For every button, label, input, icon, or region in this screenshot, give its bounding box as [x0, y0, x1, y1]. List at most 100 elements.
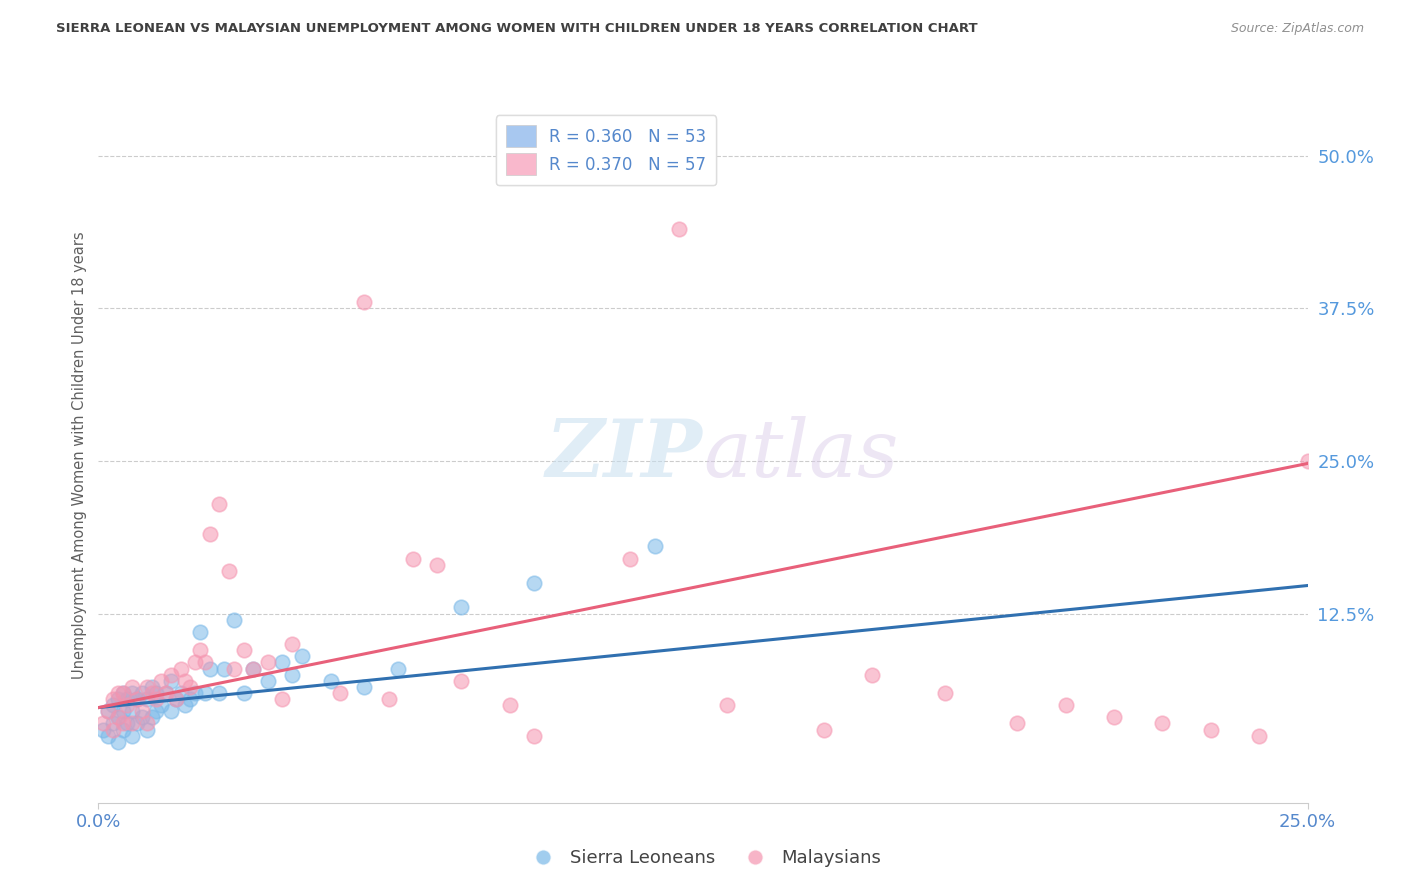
Point — [101, 723, 124, 737]
Point — [150, 698, 173, 713]
Point — [523, 576, 546, 591]
Point — [111, 723, 134, 737]
Point — [668, 222, 690, 236]
Point — [619, 551, 641, 566]
Text: ZIP: ZIP — [546, 417, 703, 493]
Point — [934, 686, 956, 700]
Point — [91, 716, 114, 731]
Point — [121, 704, 143, 718]
Point — [97, 704, 120, 718]
Point — [188, 643, 211, 657]
Point — [131, 704, 153, 718]
Point — [117, 698, 139, 713]
Point — [208, 686, 231, 700]
Point — [101, 716, 124, 731]
Point — [174, 698, 197, 713]
Legend: R = 0.360   N = 53, R = 0.370   N = 57: R = 0.360 N = 53, R = 0.370 N = 57 — [496, 115, 717, 185]
Point — [121, 729, 143, 743]
Point — [121, 686, 143, 700]
Point — [194, 686, 217, 700]
Point — [127, 692, 149, 706]
Point — [1249, 729, 1271, 743]
Point — [135, 716, 157, 731]
Point — [271, 656, 294, 670]
Point — [141, 710, 163, 724]
Point — [117, 716, 139, 731]
Point — [232, 686, 254, 700]
Point — [127, 716, 149, 731]
Point — [813, 723, 835, 737]
Point — [218, 564, 240, 578]
Point — [121, 716, 143, 731]
Point — [198, 661, 221, 675]
Legend: Sierra Leoneans, Malaysians: Sierra Leoneans, Malaysians — [517, 842, 889, 874]
Point — [160, 704, 183, 718]
Point — [242, 661, 264, 675]
Point — [1054, 698, 1077, 713]
Point — [91, 723, 114, 737]
Point — [107, 692, 129, 706]
Point — [1152, 716, 1174, 731]
Point — [256, 656, 278, 670]
Point — [169, 661, 191, 675]
Point — [281, 637, 304, 651]
Point — [426, 558, 449, 572]
Y-axis label: Unemployment Among Women with Children Under 18 years: Unemployment Among Women with Children U… — [72, 231, 87, 679]
Point — [387, 661, 409, 675]
Point — [319, 673, 342, 688]
Point — [127, 692, 149, 706]
Point — [155, 686, 177, 700]
Point — [135, 723, 157, 737]
Point — [111, 716, 134, 731]
Point — [165, 692, 187, 706]
Point — [716, 698, 738, 713]
Point — [256, 673, 278, 688]
Point — [165, 692, 187, 706]
Point — [145, 692, 167, 706]
Point — [97, 729, 120, 743]
Point — [212, 661, 235, 675]
Point — [141, 680, 163, 694]
Point — [329, 686, 352, 700]
Point — [1296, 454, 1319, 468]
Point — [402, 551, 425, 566]
Point — [353, 680, 375, 694]
Point — [242, 661, 264, 675]
Point — [107, 710, 129, 724]
Point — [184, 656, 207, 670]
Point — [107, 710, 129, 724]
Point — [111, 686, 134, 700]
Point — [135, 680, 157, 694]
Point — [145, 686, 167, 700]
Point — [184, 686, 207, 700]
Point — [198, 527, 221, 541]
Point — [498, 698, 520, 713]
Point — [101, 692, 124, 706]
Point — [135, 692, 157, 706]
Point — [117, 692, 139, 706]
Point — [290, 649, 312, 664]
Point — [644, 540, 666, 554]
Point — [150, 673, 173, 688]
Point — [145, 704, 167, 718]
Point — [101, 698, 124, 713]
Point — [208, 497, 231, 511]
Point — [1199, 723, 1222, 737]
Point — [222, 661, 245, 675]
Point — [271, 692, 294, 706]
Point — [232, 643, 254, 657]
Point — [450, 673, 472, 688]
Point — [131, 686, 153, 700]
Point — [1007, 716, 1029, 731]
Point — [131, 710, 153, 724]
Point — [160, 673, 183, 688]
Text: SIERRA LEONEAN VS MALAYSIAN UNEMPLOYMENT AMONG WOMEN WITH CHILDREN UNDER 18 YEAR: SIERRA LEONEAN VS MALAYSIAN UNEMPLOYMENT… — [56, 22, 977, 36]
Point — [111, 704, 134, 718]
Point — [111, 686, 134, 700]
Point — [160, 667, 183, 681]
Point — [155, 686, 177, 700]
Point — [281, 667, 304, 681]
Point — [107, 686, 129, 700]
Point — [1102, 710, 1125, 724]
Point — [121, 680, 143, 694]
